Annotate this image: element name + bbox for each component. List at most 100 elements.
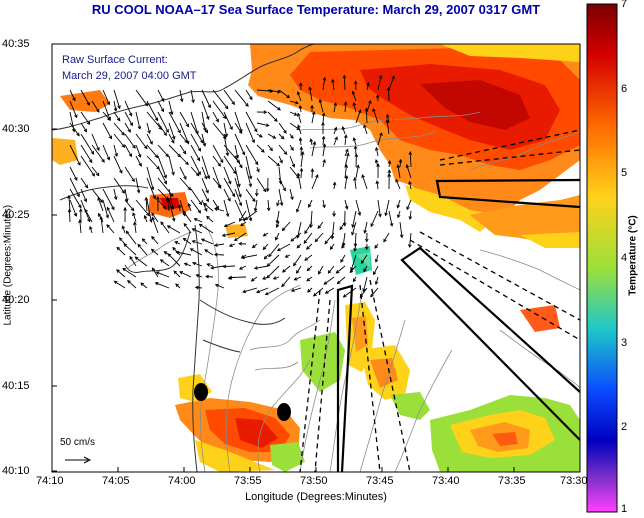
colorbar — [586, 3, 618, 513]
current-vector — [234, 166, 240, 187]
current-vector — [370, 210, 379, 227]
current-vector — [80, 177, 88, 188]
current-vector — [223, 177, 235, 197]
current-vector-head — [169, 111, 174, 116]
current-vector — [234, 122, 243, 134]
current-vector — [344, 102, 347, 113]
current-vector — [102, 188, 115, 210]
current-vector-head — [299, 146, 304, 150]
current-vector — [68, 195, 71, 212]
radar-site-marker — [277, 403, 291, 421]
current-vector-head — [231, 101, 235, 106]
current-vector-head — [206, 263, 211, 267]
current-vector-head — [207, 104, 211, 109]
current-vector-head — [224, 105, 229, 110]
current-vector — [355, 165, 359, 179]
current-vector — [254, 265, 269, 269]
current-vector — [289, 144, 294, 151]
current-vector — [299, 138, 302, 146]
current-vector — [377, 75, 382, 91]
current-vector-head — [217, 163, 221, 167]
current-vector-head — [374, 245, 378, 249]
current-vector — [183, 238, 192, 245]
current-vector — [245, 89, 253, 100]
current-vector — [234, 133, 245, 155]
current-vector — [409, 210, 412, 220]
current-vector-head — [352, 137, 357, 142]
current-vector — [135, 177, 140, 193]
current-vector — [337, 276, 346, 284]
current-vector — [102, 89, 110, 105]
current-vector-head — [202, 142, 207, 147]
current-vector — [229, 243, 236, 247]
current-vector-head — [143, 214, 148, 219]
current-vector-head — [363, 268, 367, 273]
current-vector — [190, 166, 200, 177]
current-vector — [102, 100, 111, 121]
current-vector-head — [113, 107, 118, 112]
current-vector-head — [219, 159, 224, 164]
current-vector-head — [72, 97, 76, 102]
current-vector-head — [225, 213, 230, 218]
radar-site-marker — [194, 383, 208, 401]
current-vector — [102, 111, 111, 121]
current-vector — [124, 188, 128, 202]
current-vector-head — [354, 153, 359, 158]
current-vector-head — [249, 96, 253, 101]
current-vector — [289, 122, 300, 131]
current-vector — [311, 111, 315, 124]
current-vector — [385, 199, 390, 216]
current-vector-head — [331, 78, 335, 83]
current-vector-head — [84, 184, 89, 189]
current-vector-head — [155, 271, 160, 275]
current-vector — [222, 232, 236, 237]
current-vector — [409, 181, 412, 190]
current-vector — [160, 259, 170, 267]
current-vector — [132, 212, 137, 223]
current-vector-head — [95, 172, 100, 177]
current-vector-head — [150, 186, 155, 191]
y-tick: 40:10 — [2, 465, 30, 477]
current-vector-head — [264, 291, 269, 296]
current-vector-head — [268, 253, 272, 258]
current-vector — [69, 199, 77, 217]
current-vector-head — [281, 227, 286, 232]
current-vector-head — [274, 118, 278, 122]
current-vector-head — [238, 130, 243, 134]
current-vector-head — [379, 132, 383, 137]
current-vector-head — [74, 177, 78, 181]
current-vector-head — [275, 224, 280, 229]
current-vector-head — [262, 188, 267, 193]
current-vector-head — [191, 239, 196, 244]
current-vector-head — [254, 161, 259, 166]
current-vector — [201, 100, 210, 120]
current-vector-head — [315, 174, 319, 178]
current-vector — [134, 222, 137, 234]
current-vector-head — [163, 132, 167, 136]
current-vector-head — [327, 269, 332, 274]
current-vector-head — [185, 161, 189, 166]
current-vector — [212, 111, 219, 122]
current-vector-head — [386, 86, 391, 91]
current-vector-head — [240, 222, 244, 227]
current-vector — [223, 199, 229, 217]
current-vector-head — [171, 171, 175, 176]
current-vector-head — [106, 206, 111, 211]
current-vector-head — [185, 123, 189, 128]
current-vector-head — [129, 255, 133, 260]
current-vector-head — [170, 206, 175, 211]
current-vector — [113, 188, 117, 200]
current-vector-head — [374, 281, 379, 286]
current-vector — [267, 155, 280, 167]
current-vector-head — [215, 118, 219, 123]
current-vector-head — [333, 102, 338, 107]
current-vector-head — [83, 198, 88, 203]
current-vector — [212, 100, 227, 119]
current-vector — [207, 263, 214, 267]
current-vector — [366, 82, 369, 91]
current-vector-head — [156, 196, 160, 200]
current-vector-head — [375, 180, 380, 185]
current-vector-head — [154, 281, 159, 286]
current-vector-head — [116, 246, 121, 251]
colorbar-tick: 4 — [621, 252, 628, 264]
